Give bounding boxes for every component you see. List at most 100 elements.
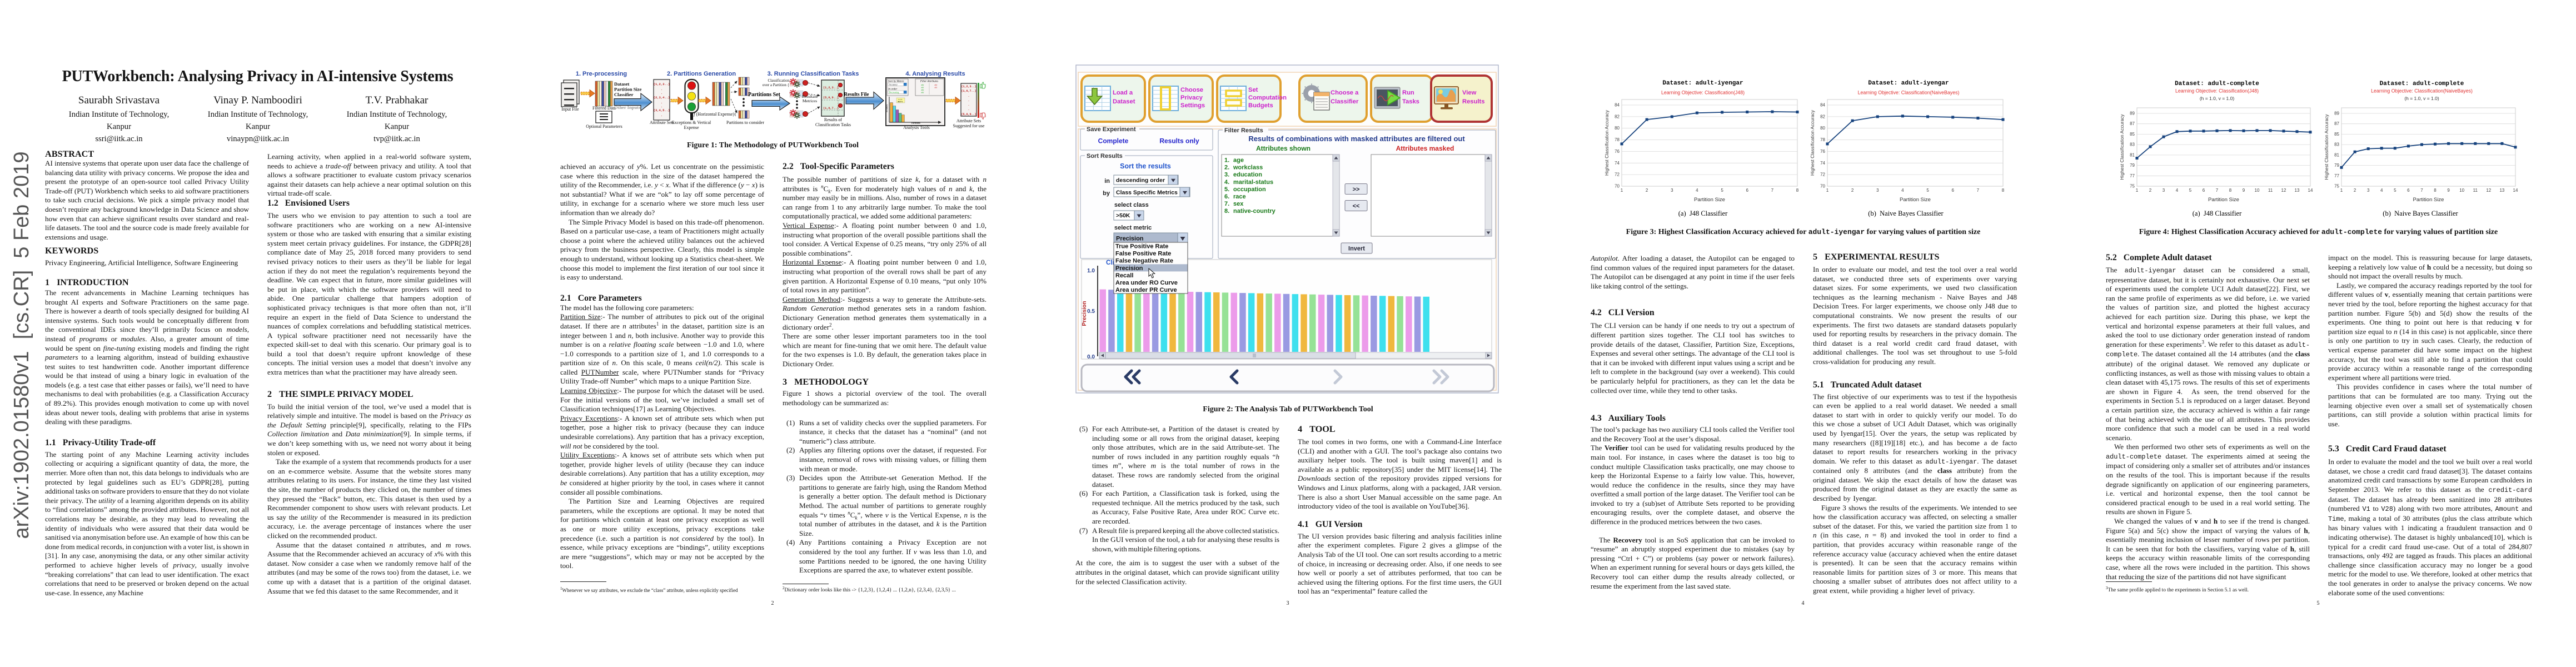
- svg-text:4. Analysing Results: 4. Analysing Results: [905, 71, 965, 77]
- svg-text:Resultant: Resultant: [802, 94, 818, 99]
- svg-text:70: 70: [1615, 184, 1620, 189]
- svg-text:84: 84: [1820, 103, 1825, 108]
- svg-text:False Positive Rate: False Positive Rate: [1115, 251, 1171, 257]
- svg-text:attr: attr: [921, 84, 924, 86]
- svg-text:6: 6: [2203, 188, 2205, 193]
- svg-text:8: 8: [2434, 188, 2437, 193]
- svg-text:77: 77: [2334, 173, 2339, 178]
- svg-text:2: 2: [2149, 188, 2152, 193]
- svg-text:Attribute Sets: Attribute Sets: [956, 118, 981, 123]
- svg-text:3: 3: [1671, 188, 1673, 193]
- svg-text:Highest Classification Accurac: Highest Classification Accuracy: [1604, 109, 1610, 176]
- svg-text:1.: 1.: [1224, 157, 1229, 164]
- svg-text:Precision: Precision: [1116, 236, 1144, 242]
- svg-text:2. Partitions Generation: 2. Partitions Generation: [667, 71, 736, 77]
- svg-text:.: .: [968, 103, 969, 107]
- svg-text:(1,6,7..): (1,6,7..): [961, 89, 976, 93]
- svg-text:select metric: select metric: [1114, 225, 1152, 231]
- svg-text:(1,2,3..): (1,2,3..): [961, 85, 976, 88]
- svg-text:Highest Classification Accurac: Highest Classification Accuracy: [2119, 114, 2125, 180]
- svg-text:8: 8: [2229, 188, 2232, 193]
- svg-text:1: 1: [2136, 188, 2139, 193]
- svg-text:5: 5: [1926, 188, 1929, 193]
- svg-text:2: 2: [2354, 188, 2356, 193]
- svg-text:Other Inputs: Other Inputs: [614, 104, 641, 110]
- svg-text:occupation: occupation: [1233, 186, 1266, 193]
- svg-text:7: 7: [2216, 188, 2219, 193]
- svg-text:79: 79: [2130, 163, 2135, 168]
- svg-text:11: 11: [2268, 188, 2273, 193]
- svg-text:76: 76: [1820, 149, 1825, 154]
- svg-text:Sort by Metric: Sort by Metric: [888, 81, 905, 83]
- svg-text:Learning Objective: Classifica: Learning Objective: Classification(J48): [1661, 90, 1745, 96]
- svg-text:89: 89: [2130, 111, 2135, 116]
- svg-text:(h = 1.0, v = 1.0): (h = 1.0, v = 1.0): [2200, 96, 2235, 101]
- svg-text:(a) J48 Classifier: (a) J48 Classifier: [1678, 210, 1728, 217]
- svg-text:Partition Size: Partition Size: [1900, 197, 1931, 203]
- svg-text:4: 4: [1901, 188, 1904, 193]
- svg-text:In order: In order: [888, 88, 897, 91]
- svg-text:8: 8: [2002, 188, 2005, 193]
- svg-text:80: 80: [1615, 126, 1620, 131]
- svg-text:.: .: [661, 113, 662, 117]
- svg-text:6: 6: [1746, 188, 1748, 193]
- svg-text:attr: attr: [921, 87, 924, 89]
- svg-text:10: 10: [2459, 188, 2464, 193]
- svg-text:Exceptions & Vertical: Exceptions & Vertical: [672, 120, 711, 125]
- svg-text:75: 75: [2334, 184, 2339, 189]
- svg-text:(1,6,7..): (1,6,7..): [823, 107, 839, 110]
- svg-text:7: 7: [2420, 188, 2423, 193]
- svg-text:Set: Set: [1248, 87, 1258, 93]
- svg-text:5: 5: [2189, 188, 2192, 193]
- svg-text:1: 1: [1826, 188, 1829, 193]
- svg-text:Classifier: Classifier: [614, 92, 634, 97]
- svg-text:Results File: Results File: [844, 92, 869, 97]
- svg-text:Run: Run: [1402, 89, 1414, 96]
- svg-text:View: View: [1462, 89, 1477, 96]
- svg-text:Precision: Precision: [1082, 301, 1088, 326]
- svg-text:Classification Tasks: Classification Tasks: [815, 122, 851, 127]
- svg-text:1: 1: [2340, 188, 2343, 193]
- svg-text:attr: attr: [921, 92, 924, 94]
- svg-text:Partition Size: Partition Size: [2208, 197, 2239, 203]
- svg-text:.: .: [661, 87, 662, 91]
- svg-text:education: education: [1233, 172, 1262, 178]
- svg-text:Choose a: Choose a: [1331, 89, 1359, 96]
- svg-text:5.: 5.: [1224, 186, 1229, 193]
- svg-text:attr: attr: [934, 87, 938, 89]
- svg-text:Results only: Results only: [1159, 137, 1199, 145]
- svg-text:84: 84: [1615, 103, 1620, 108]
- svg-text:70: 70: [1820, 184, 1825, 189]
- svg-text:Input File: Input File: [561, 107, 579, 112]
- svg-text:77: 77: [2130, 173, 2135, 178]
- svg-text:0.5: 0.5: [1087, 308, 1095, 315]
- svg-text:True Positive Rate: True Positive Rate: [1115, 243, 1168, 250]
- svg-text:14: 14: [2513, 188, 2518, 193]
- svg-text:7: 7: [1771, 188, 1774, 193]
- svg-text:Complete: Complete: [1098, 137, 1129, 145]
- svg-text:81: 81: [2334, 152, 2339, 157]
- svg-text:select class: select class: [1114, 202, 1149, 208]
- svg-text:5: 5: [1721, 188, 1723, 193]
- svg-text:74: 74: [1820, 161, 1825, 166]
- svg-text:>50K: >50K: [1116, 212, 1130, 219]
- svg-text:3. Running Classification Task: 3. Running Classification Tasks: [768, 71, 859, 77]
- svg-text:14: 14: [2308, 188, 2313, 193]
- svg-text:4: 4: [2176, 188, 2179, 193]
- svg-text:sex: sex: [1233, 201, 1244, 207]
- svg-text:85: 85: [2334, 132, 2339, 137]
- svg-text:Expense: Expense: [684, 125, 699, 130]
- svg-text:2: 2: [1646, 188, 1648, 193]
- svg-text:workclass: workclass: [1233, 165, 1263, 171]
- svg-text:88.3%: 88.3%: [898, 101, 903, 103]
- svg-text:Partitions to consider: Partitions to consider: [726, 120, 764, 125]
- svg-text:12: 12: [2281, 188, 2286, 193]
- svg-text:1: 1: [1621, 188, 1623, 193]
- svg-text:Partitions: Partitions: [911, 122, 921, 125]
- svg-text:Suggested for use: Suggested for use: [953, 123, 985, 128]
- svg-text:Attributes shown: Attributes shown: [1256, 145, 1311, 152]
- svg-text:.: .: [968, 94, 969, 98]
- svg-text:Partition Size: Partition Size: [1694, 197, 1725, 203]
- svg-text:.: .: [968, 99, 969, 102]
- svg-text:Partitions Set: Partitions Set: [748, 92, 781, 98]
